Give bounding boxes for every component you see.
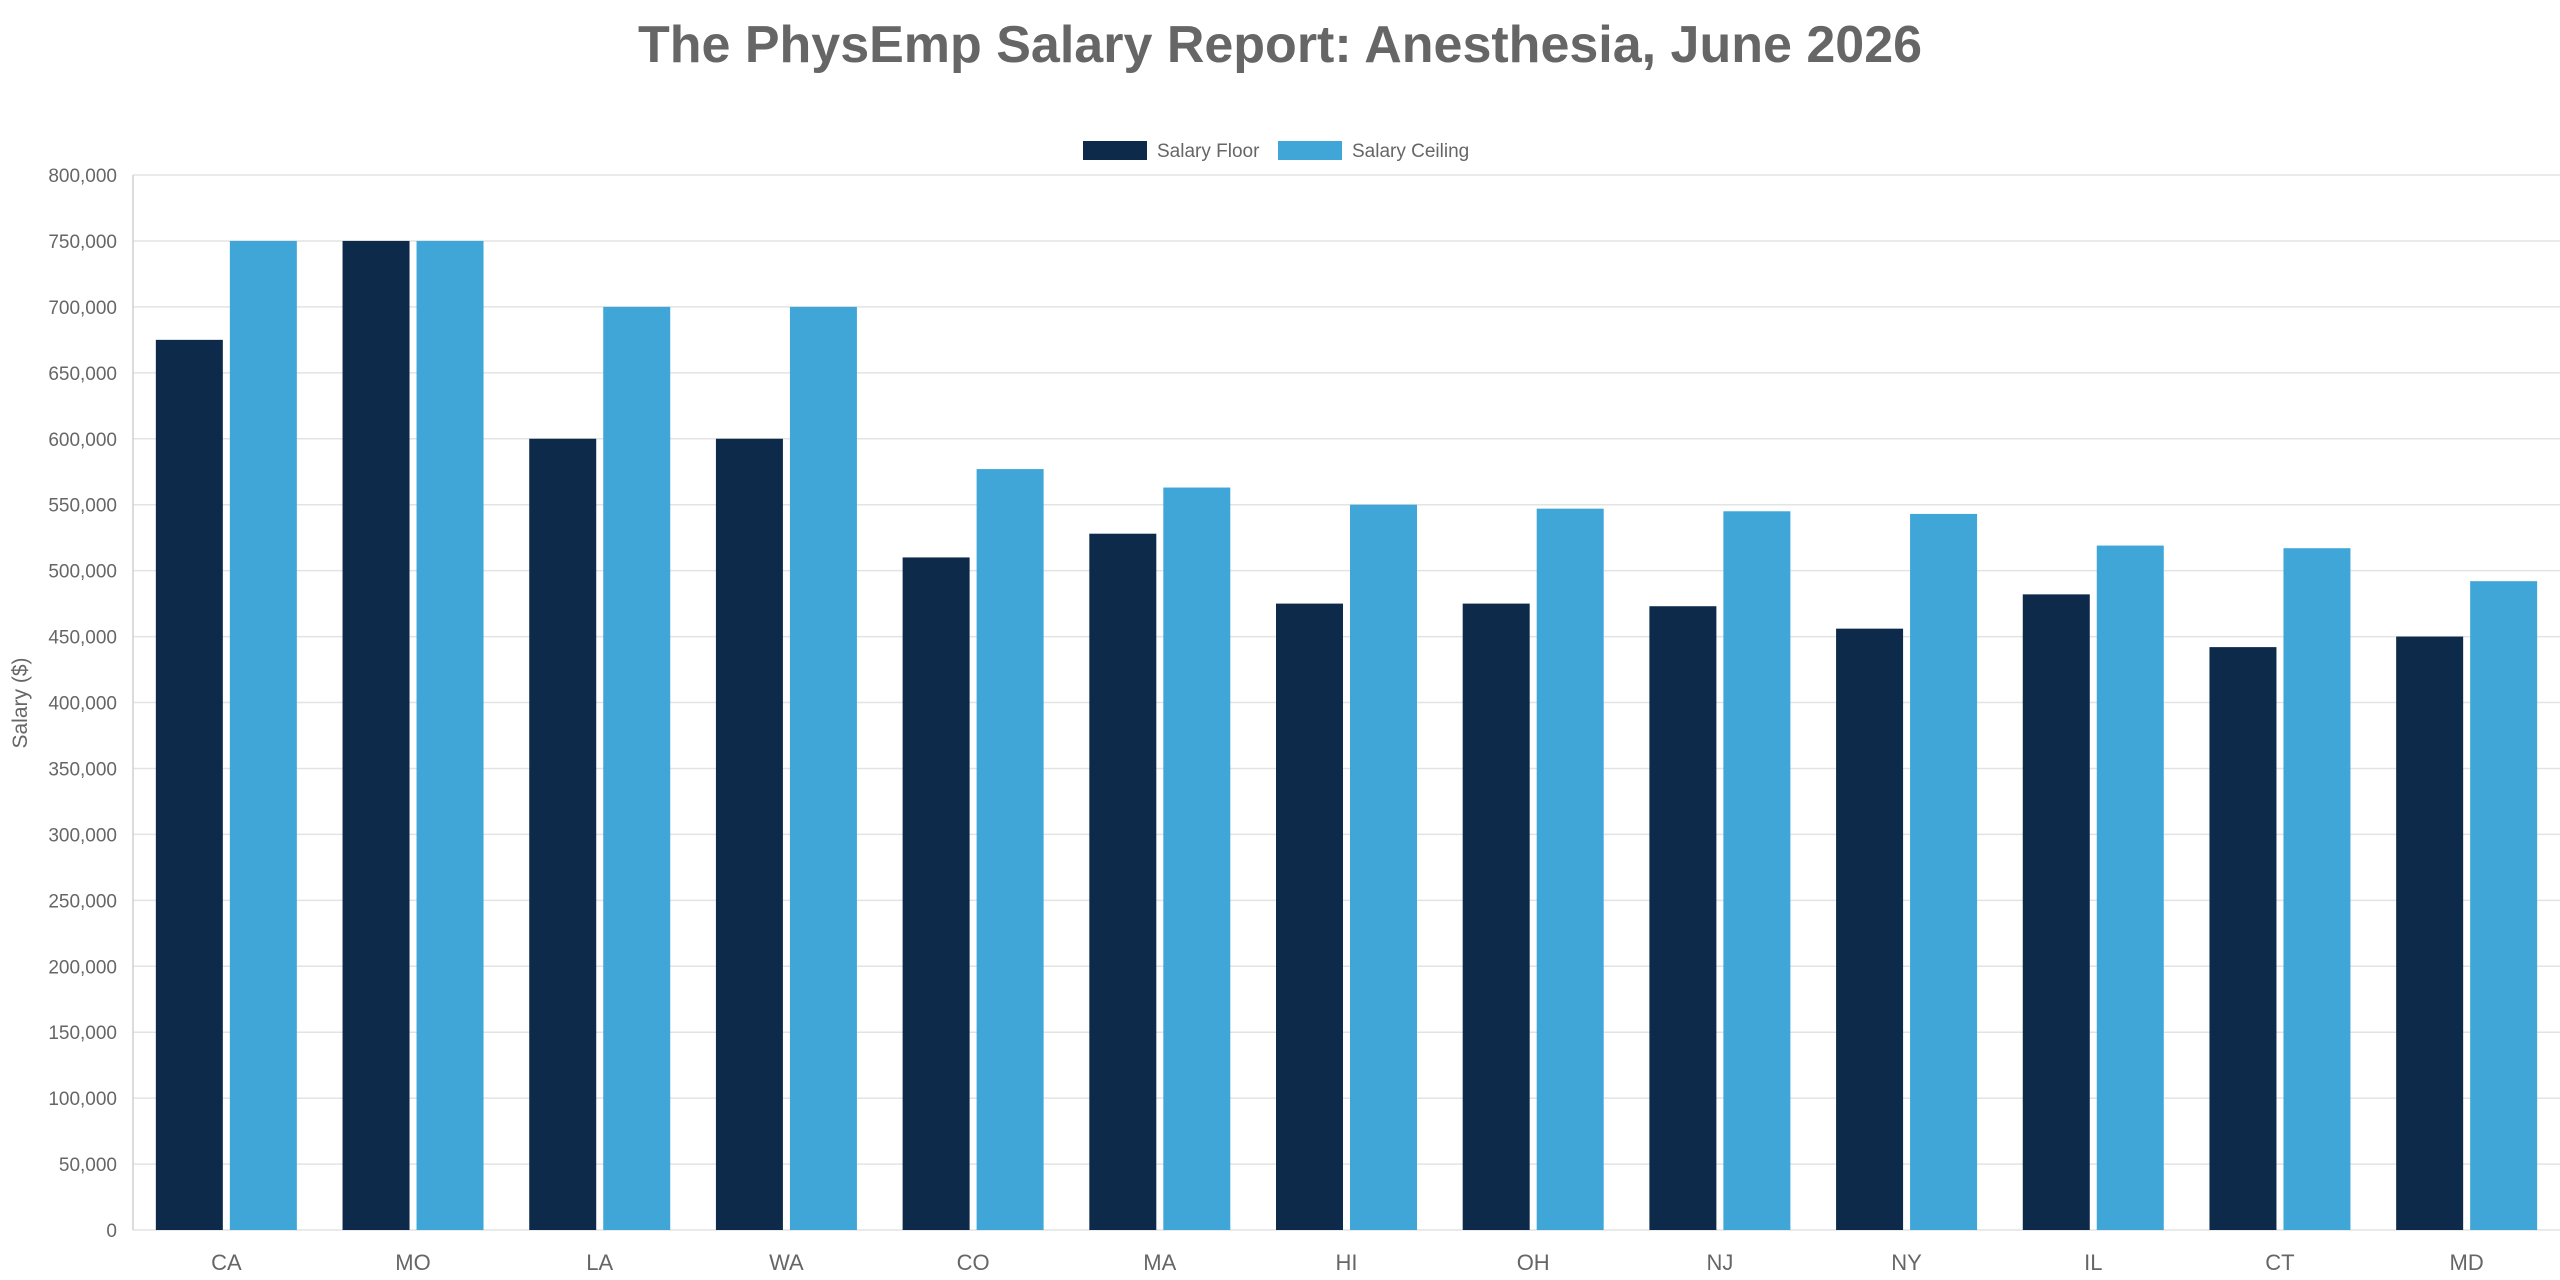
y-tick-label: 450,000 — [48, 628, 117, 649]
bar-salary-ceiling-mo[interactable] — [416, 240, 484, 1230]
bar-salary-floor-ma[interactable] — [1089, 533, 1157, 1230]
gridlines — [132, 174, 2560, 1231]
y-axis-title: Salary ($) — [9, 657, 32, 748]
bar-salary-ceiling-ca[interactable] — [229, 240, 297, 1230]
bar-salary-ceiling-hi[interactable] — [1350, 504, 1417, 1230]
x-category-label: LA — [586, 1250, 613, 1275]
y-tick-label: 650,000 — [48, 364, 117, 385]
bar-salary-ceiling-oh[interactable] — [1536, 508, 1604, 1230]
y-tick-label: 350,000 — [48, 759, 117, 780]
y-tick-label: 750,000 — [48, 232, 117, 253]
bar-salary-ceiling-md[interactable] — [2470, 581, 2538, 1230]
bar-salary-floor-il[interactable] — [2022, 594, 2090, 1230]
bar-salary-floor-co[interactable] — [902, 557, 970, 1230]
y-tick-label: 100,000 — [48, 1089, 117, 1110]
bar-salary-ceiling-wa[interactable] — [789, 306, 857, 1230]
x-category-label: MO — [395, 1250, 430, 1275]
x-category-label: CO — [957, 1250, 990, 1275]
bar-salary-floor-hi[interactable] — [1276, 603, 1343, 1230]
bar-salary-floor-wa[interactable] — [715, 438, 783, 1230]
y-axis-ticks: 0 50,000 100,000 150,000 200,000 250,000 300,0… — [48, 166, 117, 1242]
bar-salary-ceiling-nj[interactable] — [1723, 511, 1791, 1230]
x-category-label: NJ — [1706, 1250, 1733, 1275]
bar-salary-ceiling-la[interactable] — [603, 306, 671, 1230]
legend-label-salary-floor[interactable]: Salary Floor — [1157, 141, 1260, 162]
y-tick-label: 700,000 — [48, 298, 117, 319]
x-category-label: OH — [1517, 1250, 1550, 1275]
y-tick-label: 150,000 — [48, 1023, 117, 1044]
x-category-label: WA — [769, 1250, 804, 1275]
x-category-label: CT — [2265, 1250, 2294, 1275]
y-tick-label: 300,000 — [48, 825, 117, 846]
y-tick-label: 600,000 — [48, 430, 117, 451]
bar-salary-floor-md[interactable] — [2396, 636, 2464, 1230]
bar-salary-ceiling-il[interactable] — [2096, 545, 2164, 1230]
y-tick-label: 50,000 — [59, 1155, 117, 1176]
bar-salary-floor-mo[interactable] — [342, 240, 410, 1230]
x-category-label: NY — [1891, 1250, 1922, 1275]
bar-salary-floor-la[interactable] — [529, 438, 597, 1230]
chart-title: The PhysEmp Salary Report: Anesthesia, J… — [638, 16, 1922, 74]
bar-salary-ceiling-ct[interactable] — [2283, 548, 2351, 1230]
y-tick-label: 400,000 — [48, 694, 117, 715]
legend-swatch-salary-ceiling[interactable] — [1278, 141, 1342, 160]
y-tick-label: 0 — [106, 1221, 117, 1242]
x-category-label: HI — [1336, 1250, 1358, 1275]
x-category-label: MA — [1143, 1250, 1176, 1275]
bar-salary-floor-ct[interactable] — [2209, 647, 2277, 1230]
bars — [155, 240, 2538, 1230]
bar-salary-ceiling-co[interactable] — [976, 469, 1044, 1230]
bar-salary-ceiling-ma[interactable] — [1163, 487, 1231, 1230]
x-category-label: CA — [211, 1250, 242, 1275]
y-tick-label: 200,000 — [48, 957, 117, 978]
legend-label-salary-ceiling[interactable]: Salary Ceiling — [1352, 141, 1469, 162]
bar-salary-floor-ny[interactable] — [1836, 628, 1904, 1230]
x-axis-categories: CA MO LA WA CO MA HI OH NJ NY IL CT MD — [211, 1250, 2484, 1275]
y-tick-label: 800,000 — [48, 166, 117, 187]
bar-salary-ceiling-ny[interactable] — [1910, 513, 1978, 1230]
x-category-label: MD — [2450, 1250, 2484, 1275]
bar-salary-floor-oh[interactable] — [1462, 603, 1530, 1230]
y-tick-label: 550,000 — [48, 496, 117, 517]
bar-salary-floor-ca[interactable] — [155, 339, 223, 1230]
legend[interactable]: Salary Floor Salary Ceiling — [1083, 141, 1469, 162]
y-tick-label: 500,000 — [48, 562, 117, 583]
y-tick-label: 250,000 — [48, 891, 117, 912]
bar-salary-floor-nj[interactable] — [1649, 606, 1717, 1230]
x-category-label: IL — [2084, 1250, 2102, 1275]
legend-swatch-salary-floor[interactable] — [1083, 141, 1147, 160]
